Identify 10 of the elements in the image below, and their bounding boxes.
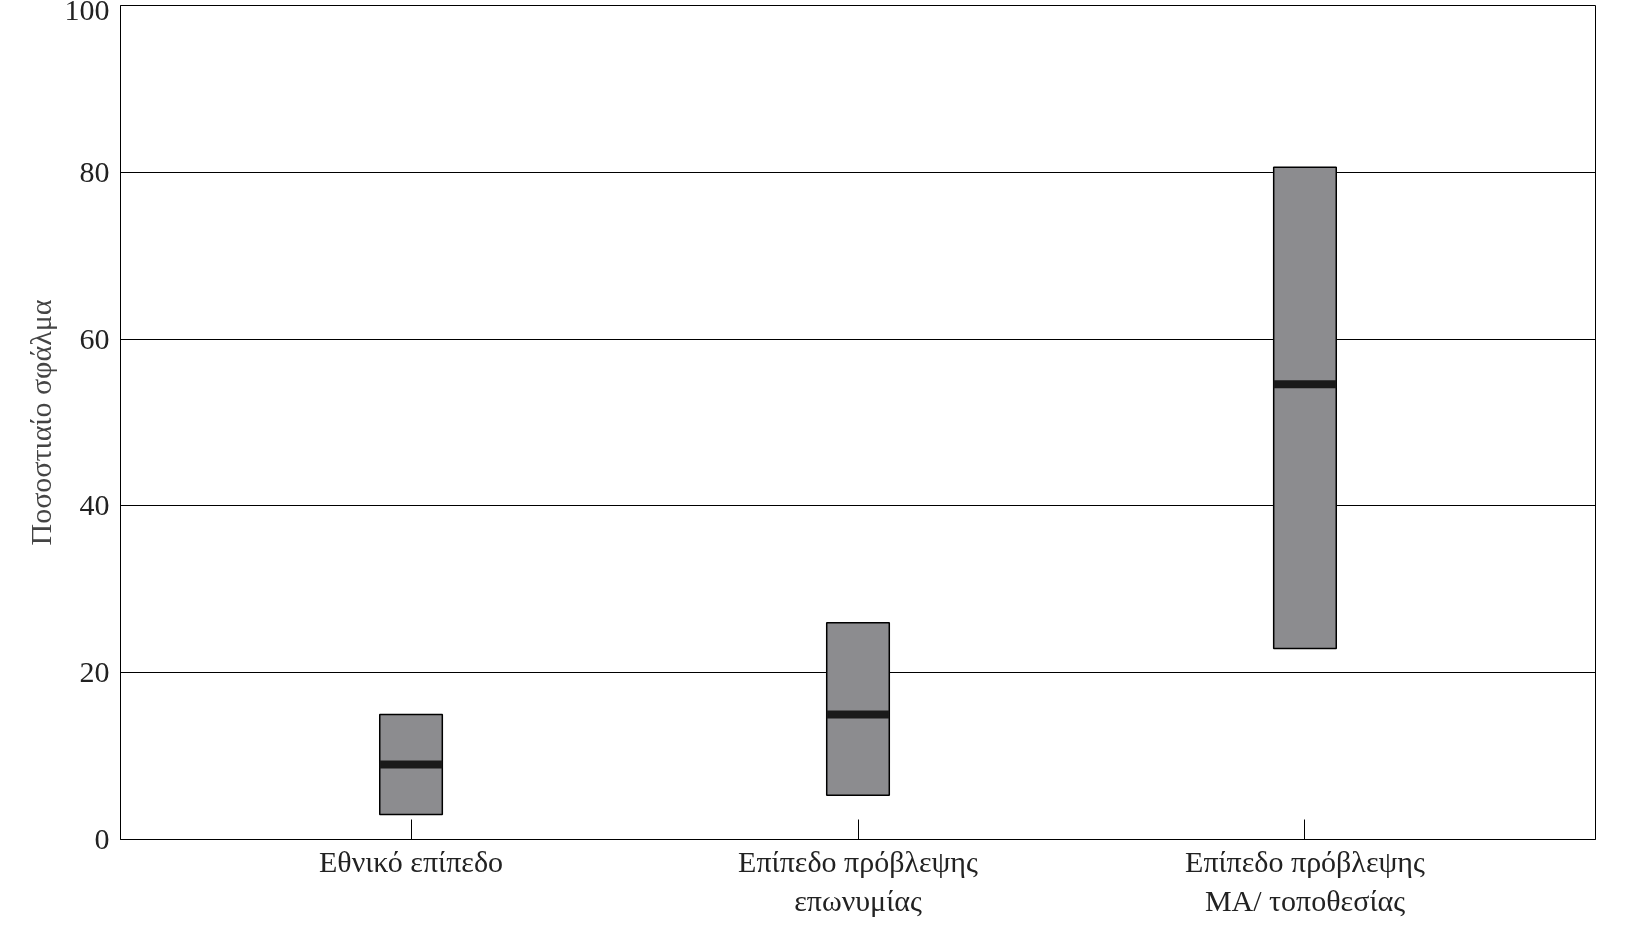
x-tick-label: Εθνικό επίπεδο [319,844,504,878]
y-axis-title: Ποσοστιαίο σφάλμα [23,299,57,546]
y-tick-label: 0 [94,822,110,855]
y-tick-label: 60 [79,321,110,355]
y-tick-label: 20 [79,655,110,689]
x-tick-label: Επίπεδο πρόβλεψης ΜΑ/ τοποθεσίας [1185,844,1425,918]
y-tick-label: 80 [79,154,110,188]
y-tick-label: 40 [79,488,110,522]
y-tick-label: 100 [64,0,110,26]
x-tick-label: Επίπεδο πρόβλεψης επωνυμίας [738,844,979,918]
